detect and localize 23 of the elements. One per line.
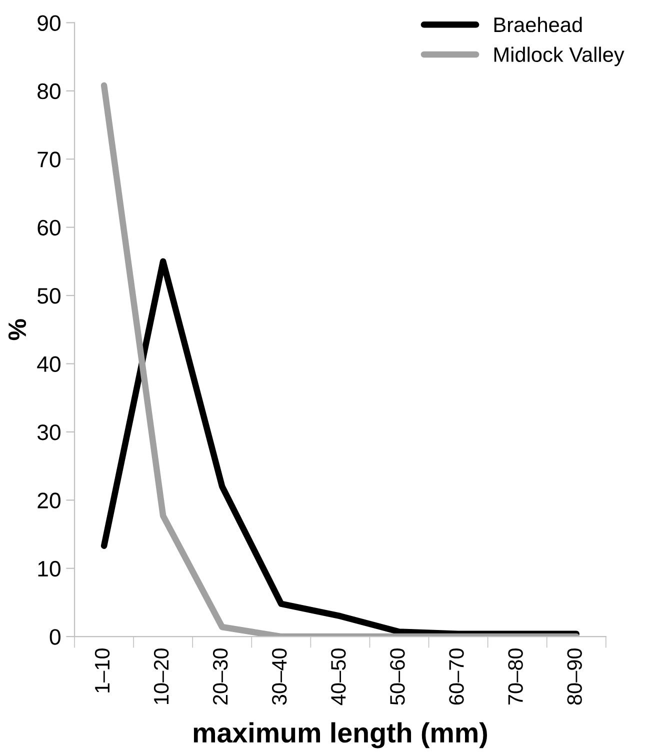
y-tick-label: 40 <box>37 356 60 372</box>
legend-label: Braehead <box>494 16 582 32</box>
y-tick-label: 10 <box>38 560 60 577</box>
x-tick-label: 40–50 <box>331 648 346 706</box>
y-tick-label: 60 <box>38 220 60 236</box>
x-tick-label: 80–90 <box>567 648 582 705</box>
y-tick-label: 20 <box>38 492 60 508</box>
x-tick-label: 10–20 <box>154 648 169 704</box>
x-tick-label: 30–40 <box>272 648 287 705</box>
y-tick-label: 90 <box>38 15 60 31</box>
x-tick-label: 20–30 <box>212 648 228 705</box>
y-axis-title: % <box>8 319 26 340</box>
x-tick-label: 60–70 <box>449 648 464 705</box>
y-tick-label: 80 <box>38 83 60 100</box>
x-axis-title: maximum length (mm) <box>194 722 487 748</box>
y-tick-label: 50 <box>38 288 60 304</box>
x-tick-label: 70–80 <box>508 648 523 705</box>
x-tick-label: 50–60 <box>390 648 405 705</box>
y-tick-label: 30 <box>37 424 60 440</box>
legend-label: Midlock Valley <box>494 46 624 66</box>
x-tick-label: 1–10 <box>94 648 110 692</box>
y-tick-label: 0 <box>50 629 60 645</box>
y-tick-label: 70 <box>38 152 60 168</box>
